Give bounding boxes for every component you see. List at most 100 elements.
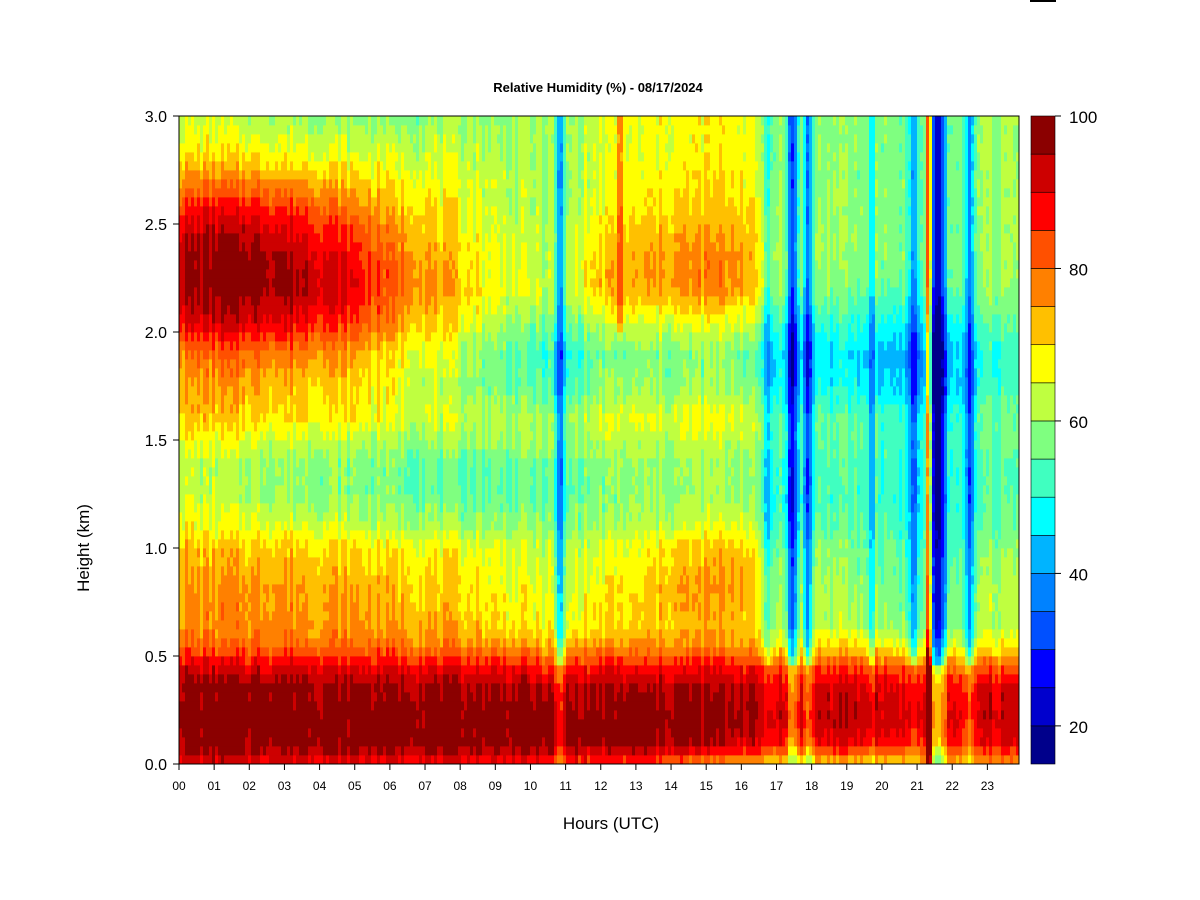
heatmap-cell [287, 134, 291, 144]
heatmap-cell [323, 584, 327, 594]
heatmap-cell [374, 224, 378, 234]
heatmap-cell [236, 179, 240, 189]
heatmap-cell [296, 179, 300, 189]
heatmap-cell [260, 485, 264, 495]
heatmap-cell [320, 314, 324, 324]
heatmap-cell [308, 665, 312, 675]
heatmap-cell [242, 683, 246, 693]
heatmap-cell [296, 503, 300, 513]
heatmap-cell [188, 710, 192, 720]
heatmap-cell [269, 656, 273, 666]
heatmap-cell [236, 701, 240, 711]
heatmap-cell [296, 530, 300, 540]
heatmap-cell [362, 197, 366, 207]
heatmap-cell [314, 413, 318, 423]
heatmap-cell [281, 341, 285, 351]
heatmap-cell [320, 647, 324, 657]
heatmap-cell [245, 476, 249, 486]
heatmap-cell [356, 287, 360, 297]
heatmap-cell [374, 467, 378, 477]
heatmap-cell [188, 593, 192, 603]
heatmap-cell [281, 431, 285, 441]
heatmap-cell [203, 269, 207, 279]
heatmap-cell [185, 161, 189, 171]
heatmap-cell [284, 494, 288, 504]
heatmap-cell [200, 701, 204, 711]
heatmap-cell [197, 692, 201, 702]
heatmap-cell [302, 593, 306, 603]
heatmap-cell [374, 719, 378, 729]
heatmap-cell [236, 395, 240, 405]
heatmap-cell [188, 719, 192, 729]
heatmap-cell [251, 692, 255, 702]
heatmap-cell [350, 224, 354, 234]
heatmap-cell [275, 647, 279, 657]
heatmap-cell [350, 512, 354, 522]
heatmap-cell [332, 575, 336, 585]
heatmap-cell [185, 494, 189, 504]
heatmap-cell [338, 620, 342, 630]
heatmap-cell [326, 404, 330, 414]
heatmap-cell [302, 494, 306, 504]
heatmap-cell [269, 647, 273, 657]
heatmap-cell [311, 170, 315, 180]
heatmap-cell [266, 314, 270, 324]
heatmap-cell [236, 125, 240, 135]
heatmap-cell [182, 602, 186, 612]
heatmap-cell [347, 683, 351, 693]
heatmap-cell [275, 161, 279, 171]
heatmap-cell [335, 683, 339, 693]
heatmap-cell [323, 233, 327, 243]
heatmap-cell [386, 665, 390, 675]
heatmap-cell [380, 701, 384, 711]
heatmap-cell [368, 233, 372, 243]
heatmap-cell [290, 629, 294, 639]
heatmap-cell [221, 134, 225, 144]
heatmap-cell [248, 593, 252, 603]
heatmap-cell [371, 368, 375, 378]
heatmap-cell [278, 521, 282, 531]
heatmap-cell [251, 656, 255, 666]
heatmap-cell [281, 683, 285, 693]
heatmap-cell [305, 233, 309, 243]
heatmap-cell [215, 242, 219, 252]
heatmap-cell [239, 575, 243, 585]
heatmap-cell [245, 719, 249, 729]
heatmap-cell [284, 746, 288, 756]
heatmap-cell [335, 377, 339, 387]
heatmap-cell [251, 566, 255, 576]
heatmap-cell [359, 278, 363, 288]
heatmap-cell [359, 134, 363, 144]
heatmap-cell [263, 485, 267, 495]
heatmap-cell [227, 710, 231, 720]
heatmap-cell [302, 386, 306, 396]
heatmap-cell [194, 269, 198, 279]
heatmap-cell [221, 170, 225, 180]
heatmap-cell [200, 296, 204, 306]
heatmap-cell [179, 521, 183, 531]
heatmap-cell [269, 575, 273, 585]
heatmap-cell [275, 755, 279, 765]
heatmap-cell [350, 593, 354, 603]
heatmap-cell [341, 332, 345, 342]
heatmap-cell [227, 521, 231, 531]
heatmap-cell [374, 143, 378, 153]
heatmap-cell [329, 431, 333, 441]
heatmap-cell [248, 197, 252, 207]
heatmap-cell [215, 152, 219, 162]
heatmap-cell [254, 656, 258, 666]
heatmap-cell [293, 638, 297, 648]
heatmap-cell [272, 188, 276, 198]
heatmap-cell [254, 710, 258, 720]
heatmap-cell [248, 602, 252, 612]
heatmap-cell [299, 368, 303, 378]
heatmap-cell [356, 548, 360, 558]
heatmap-cell [191, 449, 195, 459]
heatmap-cell [275, 341, 279, 351]
heatmap-cell [224, 215, 228, 225]
heatmap-cell [362, 134, 366, 144]
heatmap-cell [188, 197, 192, 207]
heatmap-cell [251, 746, 255, 756]
heatmap-cell [272, 395, 276, 405]
heatmap-cell [296, 575, 300, 585]
